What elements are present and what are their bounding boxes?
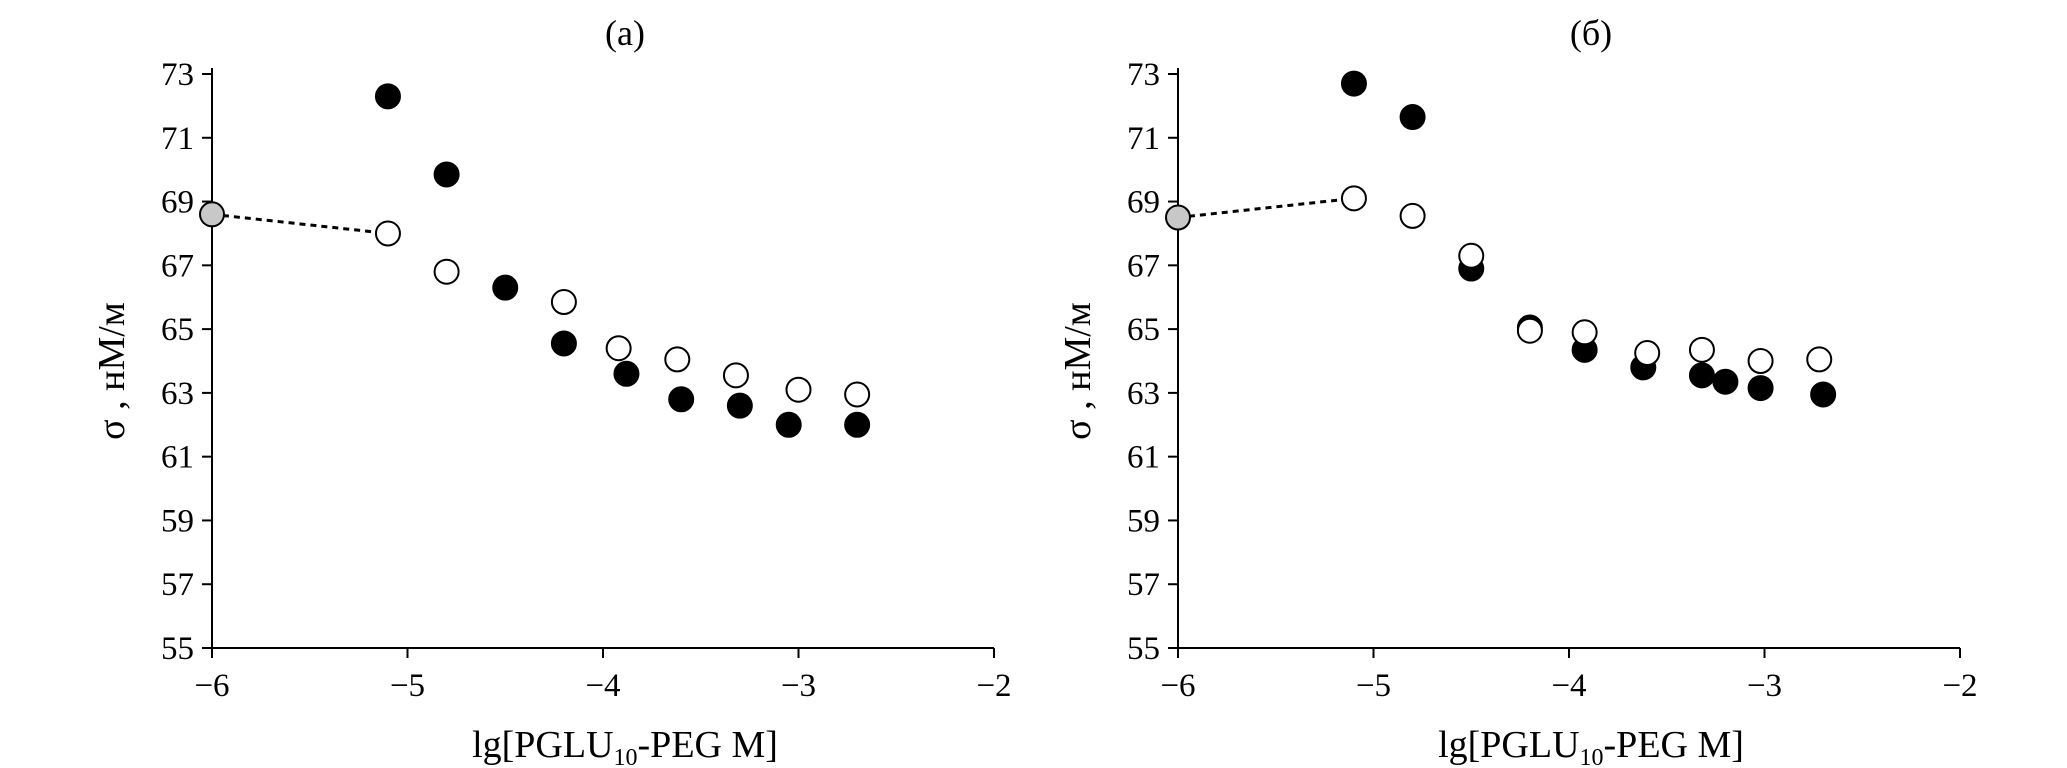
data-point-open (1399, 202, 1426, 229)
data-point-open (785, 376, 812, 403)
data-point-open (1458, 242, 1485, 269)
data-point-filled (550, 330, 577, 357)
data-point-open (1634, 340, 1661, 367)
x-tick-label: −3 (1747, 668, 1782, 704)
chart-panel-1: 55 57 59 61 63 65 67 69 71 73 −6 −5 −4 −3 −2 (б) lg[PGLU… (1057, 13, 1978, 768)
data-point-filled (374, 83, 401, 110)
y-tick-label: 57 (161, 567, 194, 603)
x-tick-label: −5 (1356, 668, 1391, 704)
y-tick-label: 59 (161, 503, 194, 539)
data-point-open (1516, 317, 1543, 344)
data-point-open (722, 362, 749, 389)
chart-panel-0: 55 57 59 61 63 65 67 69 71 73 −6 −5 −4 −3 −2 (a) lg[PGLU… (91, 13, 1012, 768)
x-tick-label: −5 (390, 668, 425, 704)
y-tick-label: 69 (161, 185, 194, 221)
data-point-open (605, 335, 632, 362)
y-tick-label: 71 (161, 121, 194, 157)
x-tick-label: −6 (1160, 668, 1195, 704)
y-tick-label: 55 (161, 631, 194, 667)
y-tick-label: 65 (1127, 312, 1160, 348)
data-point-open (1340, 185, 1367, 212)
chart-title: (б) (1570, 13, 1612, 53)
data-point-open (1747, 348, 1774, 374)
data-point-open (374, 220, 401, 247)
y-tick-label: 63 (161, 376, 194, 412)
data-point-open (844, 381, 871, 408)
data-point-open (1688, 336, 1715, 363)
data-point-filled (1340, 70, 1367, 97)
data-point-open (664, 346, 691, 373)
y-tick-label: 61 (1127, 440, 1160, 476)
x-axis-label: lg[PGLU10-PEG M] (1438, 724, 1744, 768)
y-tick-label: 71 (1127, 121, 1160, 157)
data-point-open (1571, 319, 1598, 346)
data-point-filled (613, 360, 640, 387)
data-point-gray (1165, 204, 1191, 231)
y-tick-label: 65 (161, 312, 194, 348)
data-point-filled (1688, 362, 1715, 389)
chart-title: (a) (605, 13, 645, 53)
y-tick-label: 55 (1127, 631, 1160, 667)
dashed-connector (211, 212, 389, 235)
x-tick-label: −4 (1551, 668, 1586, 704)
data-point-filled (844, 411, 871, 438)
data-point-filled (726, 392, 753, 419)
y-tick-label: 69 (1127, 185, 1160, 221)
y-axis-label: σ , нМ/м (91, 302, 133, 440)
y-axis-label: σ , нМ/м (1057, 302, 1099, 440)
data-point-filled (1810, 381, 1837, 408)
y-tick-label: 59 (1127, 503, 1160, 539)
data-point-filled (775, 411, 802, 438)
data-point-open (550, 289, 577, 316)
data-point-filled (1747, 375, 1774, 402)
x-axis-label: lg[PGLU10-PEG M] (472, 724, 778, 768)
x-tick-label: −6 (194, 668, 229, 704)
data-point-gray (199, 201, 225, 228)
data-point-filled (668, 386, 695, 413)
data-point-open (433, 258, 460, 285)
x-tick-label: −2 (976, 668, 1011, 704)
x-tick-label: −2 (1942, 668, 1977, 704)
data-point-filled (1399, 104, 1426, 131)
y-tick-label: 57 (1127, 567, 1160, 603)
dashed-connector (1177, 196, 1355, 219)
x-tick-label: −4 (585, 668, 620, 704)
y-tick-label: 63 (1127, 376, 1160, 412)
y-tick-label: 73 (161, 57, 194, 93)
y-tick-label: 73 (1127, 57, 1160, 93)
data-point-filled (492, 274, 519, 301)
y-tick-label: 67 (1127, 248, 1160, 284)
y-tick-label: 67 (161, 248, 194, 284)
y-tick-label: 61 (161, 440, 194, 476)
data-point-open (1806, 346, 1833, 373)
data-point-filled (1712, 368, 1739, 395)
data-point-filled (433, 161, 460, 188)
x-tick-label: −3 (781, 668, 816, 704)
